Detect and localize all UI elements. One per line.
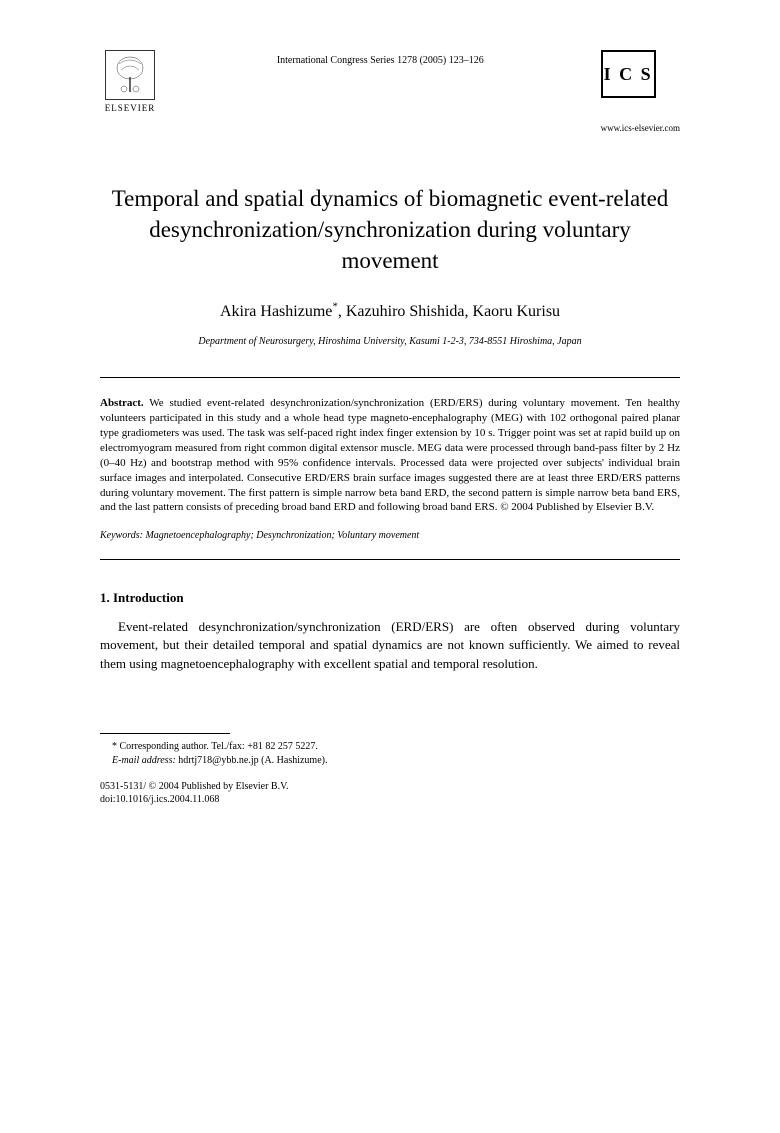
- email-label: E-mail address:: [112, 755, 176, 766]
- abstract-block: Abstract. We studied event-related desyn…: [100, 396, 680, 515]
- divider-top: [100, 377, 680, 378]
- ics-logo-icon: I C S: [601, 50, 656, 98]
- introduction-paragraph: Event-related desynchronization/synchron…: [100, 618, 680, 673]
- keywords-values: Magnetoencephalography; Desynchronizatio…: [145, 530, 419, 541]
- keywords-block: Keywords: Magnetoencephalography; Desync…: [100, 530, 680, 541]
- ics-logo-block: I C S www.ics-elsevier.com: [601, 50, 680, 133]
- issn-line: 0531-5131/ © 2004 Published by Elsevier …: [100, 780, 680, 794]
- ics-url: www.ics-elsevier.com: [601, 123, 680, 133]
- page-header: ELSEVIER International Congress Series 1…: [100, 50, 680, 133]
- article-title: Temporal and spatial dynamics of biomagn…: [100, 183, 680, 276]
- abstract-text: We studied event-related desynchronizati…: [100, 397, 680, 513]
- journal-citation: International Congress Series 1278 (2005…: [277, 50, 484, 66]
- abstract-label: Abstract.: [100, 397, 144, 409]
- keywords-label: Keywords:: [100, 530, 143, 541]
- email-address: hdrtj718@ybb.ne.jp (A. Hashizume).: [178, 755, 327, 766]
- email-note: E-mail address: hdrtj718@ybb.ne.jp (A. H…: [100, 754, 680, 768]
- author-list: Akira Hashizume*, Kazuhiro Shishida, Kao…: [220, 303, 560, 320]
- corresponding-author-note: * Corresponding author. Tel./fax: +81 82…: [100, 740, 680, 754]
- copyright-block: 0531-5131/ © 2004 Published by Elsevier …: [100, 780, 680, 807]
- elsevier-tree-icon: [105, 50, 155, 100]
- doi-line: doi:10.1016/j.ics.2004.11.068: [100, 793, 680, 807]
- divider-bottom: [100, 559, 680, 560]
- footnote-separator: [100, 733, 230, 734]
- article-affiliation: Department of Neurosurgery, Hiroshima Un…: [100, 336, 680, 347]
- elsevier-logo: ELSEVIER: [100, 50, 160, 120]
- section-heading-introduction: 1. Introduction: [100, 590, 680, 606]
- article-authors: Akira Hashizume*, Kazuhiro Shishida, Kao…: [100, 301, 680, 321]
- elsevier-name: ELSEVIER: [105, 103, 156, 113]
